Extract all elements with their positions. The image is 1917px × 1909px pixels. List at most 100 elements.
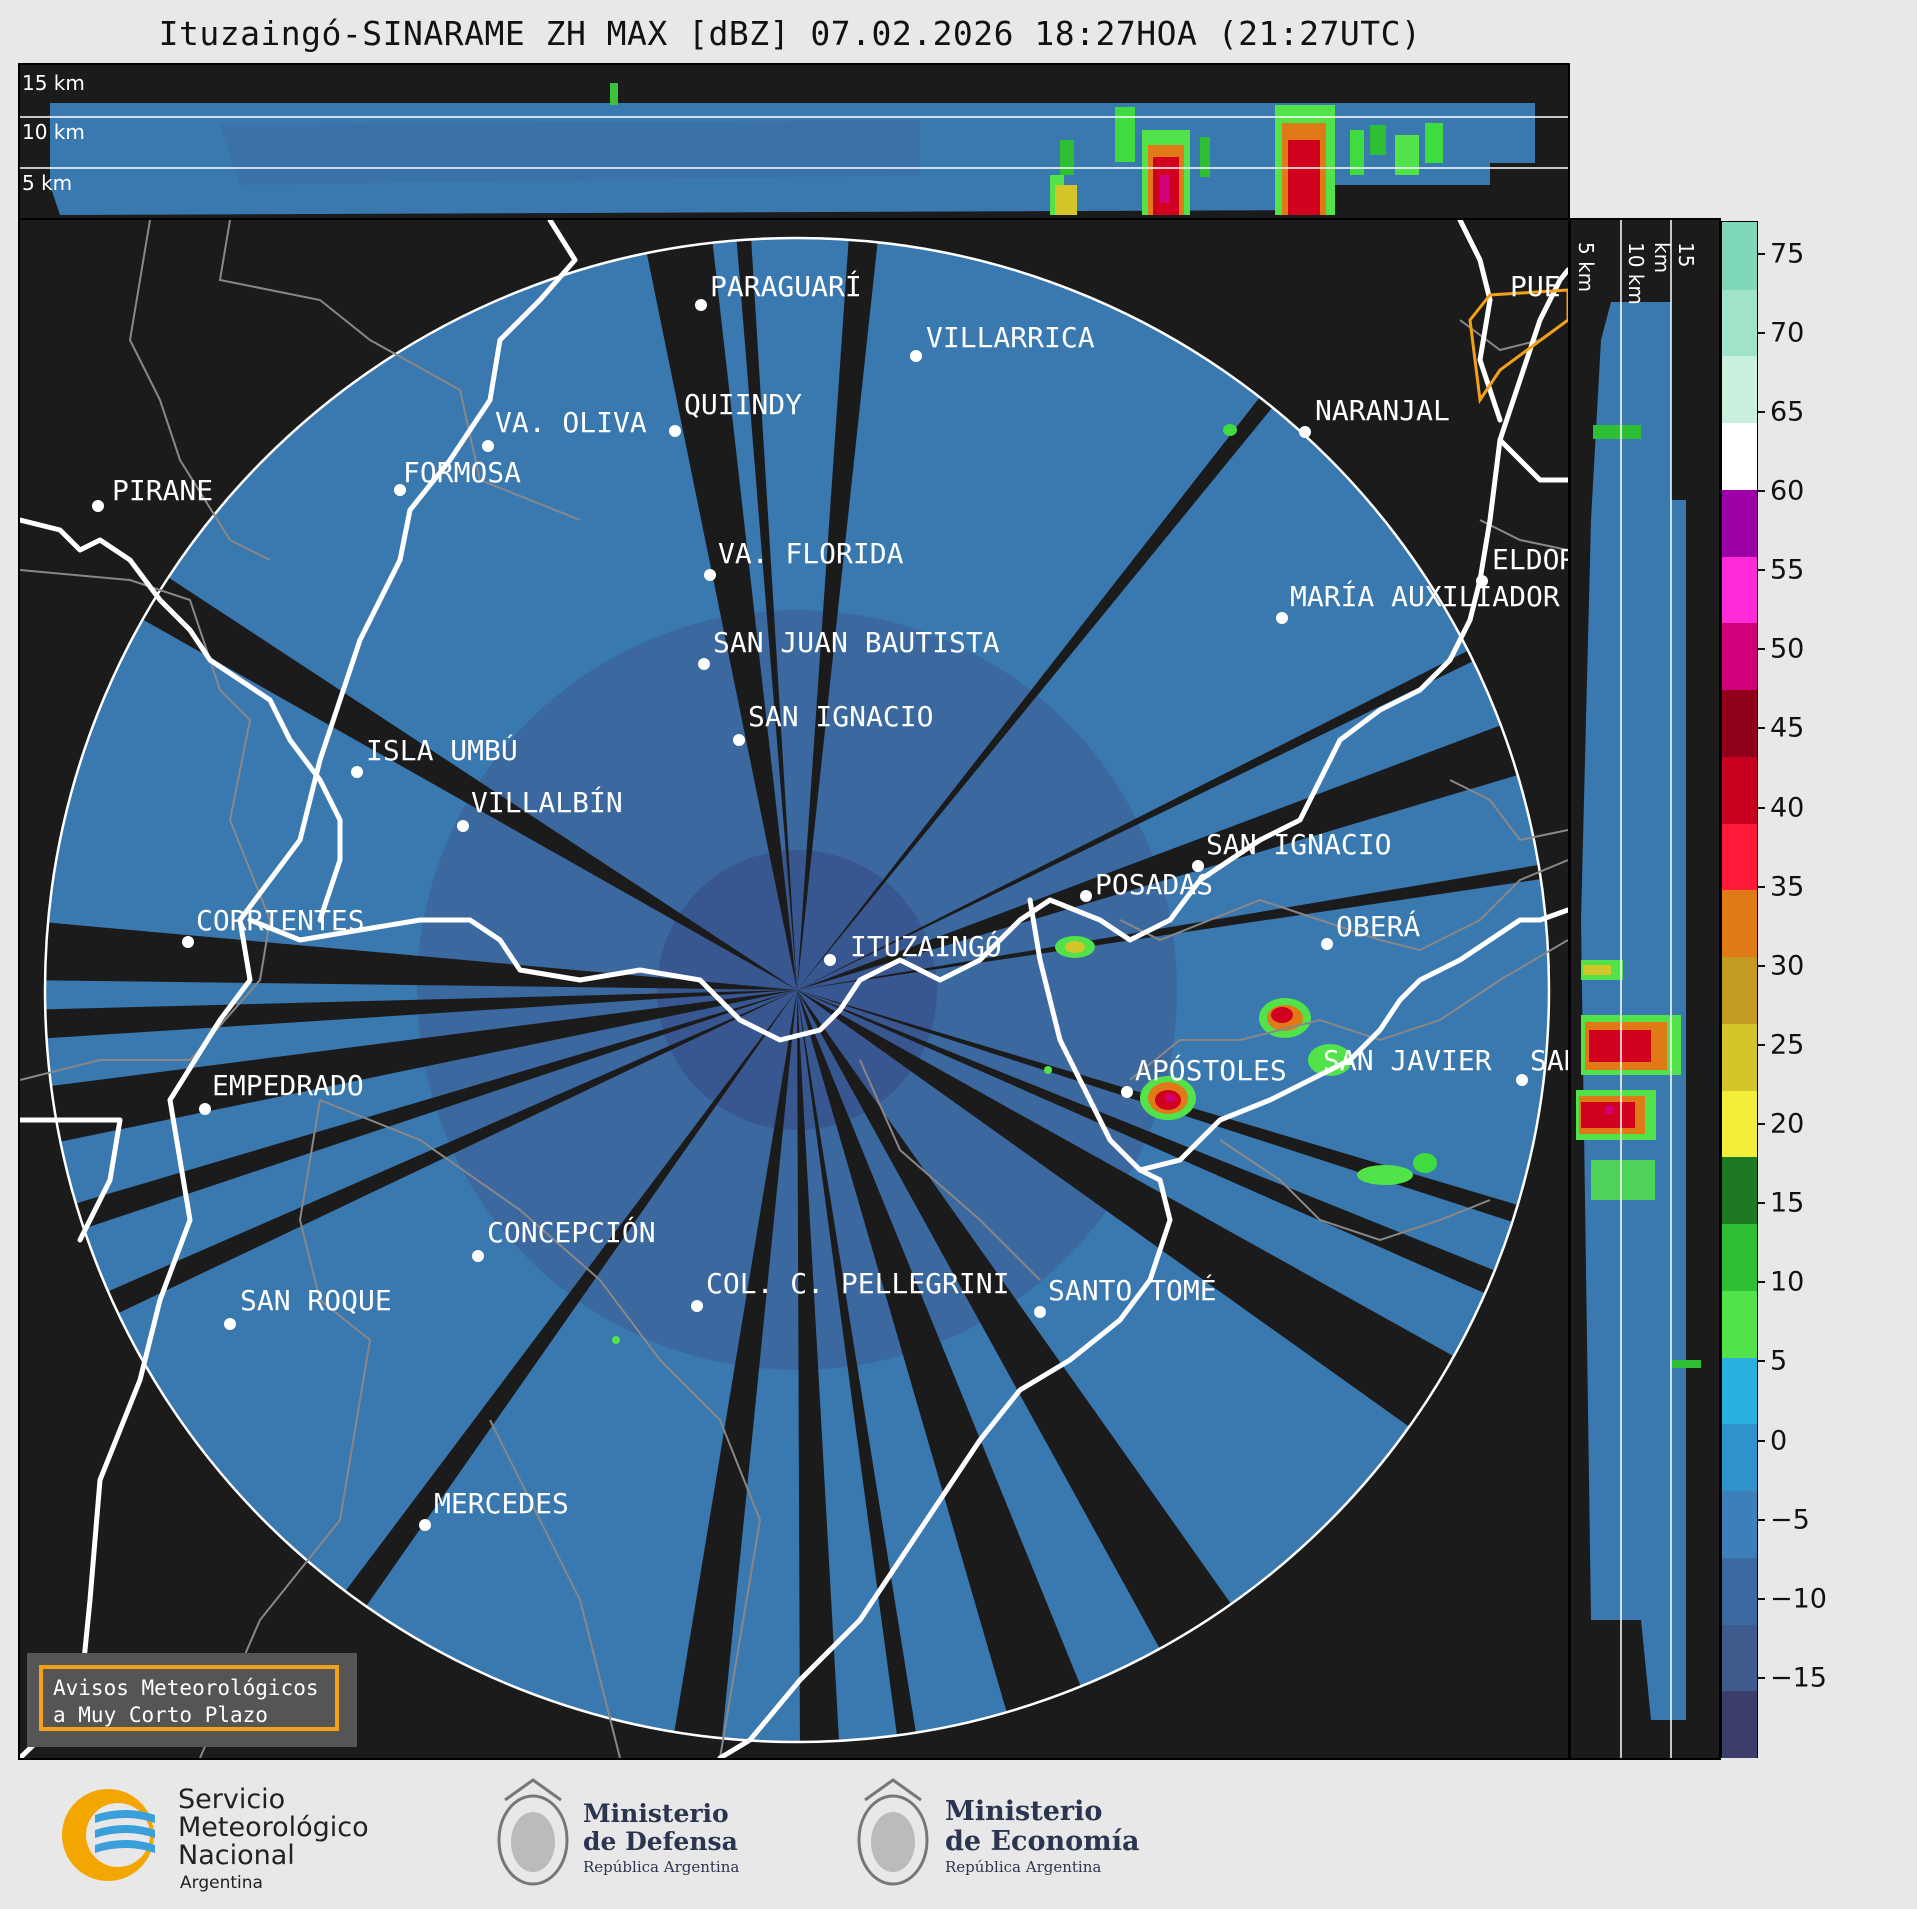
- colorbar-tick-label: −5: [1770, 1504, 1810, 1536]
- warning-polygon: [1468, 288, 1568, 405]
- colorbar-segment: [1722, 222, 1757, 290]
- city-label-va-florida: VA. FLORIDA: [718, 537, 904, 570]
- colorbar-tick-mark: [1757, 1202, 1765, 1205]
- city-dot-apostoles: [1121, 1086, 1133, 1098]
- economia-logo: Ministerio de Economía República Argenti…: [857, 1778, 1139, 1886]
- right-cross-section-panel: 5 km 10 km 15 km: [1569, 218, 1721, 1760]
- city-dot-naranjal: [1299, 426, 1311, 438]
- city-dot-va-oliva: [482, 440, 494, 452]
- colorbar-segment: [1722, 622, 1757, 691]
- warning-info-line1: Avisos Meteorológicos: [53, 1676, 319, 1700]
- city-label-mercedes: MERCEDES: [434, 1487, 569, 1520]
- colorbar-tick-mark: [1757, 806, 1765, 809]
- colorbar-tick-mark: [1757, 1676, 1765, 1679]
- reflectivity-colorbar: [1721, 221, 1758, 1758]
- city-dot-eldor: [1476, 575, 1488, 587]
- top-altitude-label-10: 10 km: [22, 120, 85, 144]
- city-dot-san-roque: [224, 1318, 236, 1330]
- colorbar-tick-label: 5: [1770, 1345, 1788, 1377]
- top-cross-section-plot: [20, 83, 1568, 215]
- colorbar-tick-mark: [1757, 1281, 1765, 1284]
- radar-map-panel: PIRANE PARAGUARÍ VILLARRICA QUIINDY VA. …: [18, 218, 1570, 1760]
- city-label-eldor: ELDOR: [1492, 543, 1568, 576]
- colorbar-tick-label: 70: [1770, 317, 1805, 349]
- colorbar-tick-mark: [1757, 331, 1765, 334]
- colorbar-tick-label: 75: [1770, 238, 1805, 270]
- economia-logo-line1: Ministerio: [945, 1796, 1102, 1827]
- warning-info-line2: a Muy Corto Plazo: [53, 1703, 268, 1727]
- defensa-logo-line2: de Defensa: [583, 1827, 738, 1856]
- top-cross-section-panel: 15 km 10 km 5 km: [18, 63, 1570, 220]
- city-dot-pirane: [92, 500, 104, 512]
- colorbar-segment: [1722, 956, 1757, 1024]
- colorbar-segment: [1722, 1490, 1757, 1558]
- colorbar-segment: [1722, 1423, 1757, 1492]
- city-label-naranjal: NARANJAL: [1315, 394, 1450, 427]
- warning-info-box: Avisos Meteorológicos a Muy Corto Plazo: [27, 1653, 357, 1747]
- economia-logo-line3: República Argentina: [945, 1858, 1101, 1876]
- city-label-apostoles: APÓSTOLES: [1135, 1053, 1287, 1087]
- city-label-empedrado: EMPEDRADO: [212, 1069, 364, 1102]
- defensa-logo: Ministerio de Defensa República Argentin…: [497, 1778, 739, 1886]
- radar-map: PIRANE PARAGUARÍ VILLARRICA QUIINDY VA. …: [20, 220, 1568, 1758]
- city-label-pirane: PIRANE: [112, 474, 213, 507]
- right-altitude-label-10: 10 km: [1624, 242, 1648, 305]
- colorbar-segment: [1722, 755, 1757, 824]
- city-label-san-juan-bautista: SAN JUAN BAUTISTA: [713, 626, 1000, 659]
- city-label-san-roque: SAN ROQUE: [240, 1284, 392, 1317]
- city-dot-mercedes: [419, 1519, 431, 1531]
- colorbar-segment: [1722, 555, 1757, 624]
- city-label-san: SAN: [1530, 1044, 1568, 1077]
- city-dot-empedrado: [199, 1103, 211, 1115]
- smn-logo-line4: Argentina: [180, 1873, 263, 1893]
- colorbar-tick-mark: [1757, 964, 1765, 967]
- city-label-va-oliva: VA. OLIVA: [495, 406, 647, 439]
- city-label-san-javier: SAN JAVIER: [1323, 1044, 1492, 1077]
- city-label-san-ignacio-ar: SAN IGNACIO: [1206, 828, 1391, 861]
- city-label-quiindy: QUIINDY: [684, 388, 802, 421]
- colorbar-segment: [1722, 1156, 1757, 1225]
- city-label-isla-umbu: ISLA UMBÚ: [366, 733, 518, 767]
- colorbar-tick-mark: [1757, 727, 1765, 730]
- city-dot-va-florida: [704, 569, 716, 581]
- colorbar-tick-mark: [1757, 410, 1765, 413]
- city-label-pue: PUE: [1510, 270, 1561, 303]
- city-dot-villalbin: [457, 820, 469, 832]
- city-label-villalbin: VILLALBÍN: [471, 785, 623, 819]
- city-label-obera: OBERÁ: [1336, 909, 1420, 943]
- city-dot-isla-umbu: [351, 766, 363, 778]
- country-borders: [20, 220, 1568, 1758]
- colorbar-tick-label: −10: [1770, 1583, 1827, 1615]
- city-label-posadas: POSADAS: [1095, 868, 1213, 901]
- colorbar-tick-mark: [1757, 252, 1765, 255]
- city-label-villarrica: VILLARRICA: [926, 321, 1095, 354]
- smn-logo: Servicio Meteorológico Nacional Argentin…: [62, 1784, 369, 1893]
- city-dot-obera: [1321, 938, 1333, 950]
- colorbar-tick-mark: [1757, 1518, 1765, 1521]
- top-altitude-label-5: 5 km: [22, 171, 73, 195]
- economia-seal-icon: [857, 1794, 929, 1886]
- colorbar-segment: [1722, 1089, 1757, 1158]
- smn-logo-line2: Meteorológico: [178, 1812, 369, 1843]
- colorbar-segment: [1722, 1356, 1757, 1425]
- colorbar-segment: [1722, 422, 1757, 490]
- colorbar-tick-label: 25: [1770, 1029, 1805, 1061]
- warning-info-frame: Avisos Meteorológicos a Muy Corto Plazo: [39, 1665, 339, 1731]
- colorbar-tick-label: 40: [1770, 792, 1805, 823]
- colorbar-tick-label: 15: [1770, 1187, 1805, 1219]
- top-altitude-label-15: 15 km: [22, 71, 85, 95]
- colorbar-segment: [1722, 1623, 1757, 1692]
- colorbar-segment: [1722, 889, 1757, 958]
- city-label-col-c-pellegrini: COL. C. PELLEGRINI: [706, 1267, 1009, 1300]
- logos-footer: Servicio Meteorológico Nacional Argentin…: [62, 1778, 1139, 1893]
- right-cross-section-plot: [1576, 220, 1701, 1758]
- colorbar-tick-mark: [1757, 1123, 1765, 1125]
- colorbar-tick-mark: [1757, 648, 1765, 651]
- colorbar-tick-mark: [1757, 490, 1765, 493]
- city-dot-san-juan-bautista: [698, 658, 710, 670]
- city-label-corrientes: CORRIENTES: [196, 904, 365, 937]
- city-dot-formosa: [394, 484, 406, 496]
- colorbar-tick-label: 35: [1770, 871, 1805, 903]
- colorbar-tick-mark: [1757, 885, 1765, 888]
- right-altitude-label-5: 5 km: [1574, 242, 1598, 293]
